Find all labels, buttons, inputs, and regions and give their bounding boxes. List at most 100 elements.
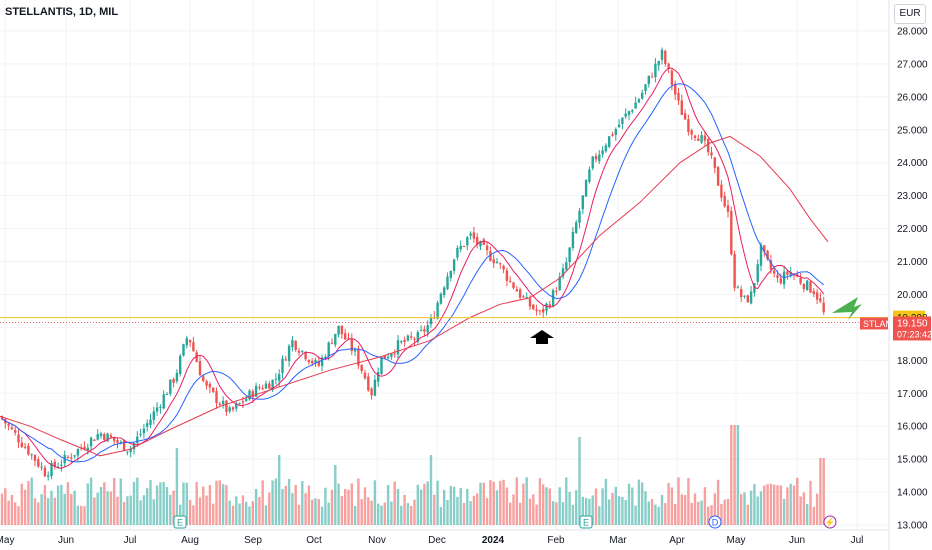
- candle-body: [268, 383, 271, 389]
- candle-body: [449, 270, 452, 278]
- candle-body: [723, 195, 726, 207]
- volume-bar: [337, 483, 340, 525]
- candle-body: [287, 345, 291, 362]
- candle-body: [155, 407, 159, 412]
- candle-body: [512, 282, 515, 289]
- candle-body: [185, 338, 188, 346]
- volume-bar: [287, 478, 291, 525]
- candle-body: [106, 433, 109, 442]
- candle-body: [23, 446, 27, 448]
- volume-bar: [231, 505, 235, 525]
- candle-body: [53, 461, 56, 467]
- candle-body: [756, 264, 759, 282]
- price-tick-label: 26.000: [897, 92, 928, 103]
- earnings-marker-icon[interactable]: [173, 515, 187, 529]
- volume-bar: [350, 483, 353, 525]
- candle-body: [561, 268, 565, 277]
- volume-bar: [792, 485, 796, 525]
- candle-body: [218, 403, 221, 405]
- candle-body: [383, 355, 386, 359]
- volume-bar: [327, 502, 330, 525]
- volume-bar: [7, 500, 10, 525]
- candle-body: [314, 359, 317, 363]
- candle-body: [624, 113, 627, 117]
- volume-bar: [522, 483, 525, 525]
- event-flash-icon[interactable]: [823, 515, 837, 529]
- candle-body: [103, 433, 106, 441]
- candle-body: [317, 360, 320, 366]
- candle-body: [261, 388, 264, 390]
- candle-body: [311, 360, 314, 364]
- candle-body: [337, 325, 340, 335]
- volume-bar: [99, 487, 103, 525]
- candle-body: [733, 253, 736, 288]
- earnings-marker-icon[interactable]: [579, 515, 593, 529]
- candle-body: [584, 179, 588, 197]
- candle-body: [215, 390, 218, 404]
- volume-bar: [162, 481, 165, 525]
- volume-bar: [568, 491, 571, 525]
- candle-body: [225, 400, 228, 412]
- volume-bar: [528, 498, 532, 525]
- volume-bar: [208, 485, 212, 525]
- time-tick-label: Jun: [58, 535, 74, 546]
- candle-body: [50, 462, 53, 477]
- candle-body: [518, 289, 522, 298]
- dividend-marker-icon[interactable]: [708, 515, 722, 529]
- volume-bar: [294, 484, 297, 525]
- volume-bar: [314, 498, 317, 525]
- candle-body: [360, 364, 363, 372]
- volume-bar: [773, 484, 776, 525]
- candle-body: [641, 92, 644, 99]
- volume-bar: [683, 494, 687, 525]
- volume-bar: [175, 448, 179, 525]
- volume-bar: [400, 505, 403, 525]
- candle-body: [726, 205, 730, 212]
- volume-bar: [749, 490, 753, 525]
- volume-bar: [578, 437, 581, 525]
- volume-bar: [139, 500, 142, 525]
- candle-body: [132, 443, 136, 450]
- volume-bar: [113, 477, 116, 525]
- candle-body: [208, 383, 212, 388]
- volume-bar: [149, 480, 152, 525]
- candle-body: [601, 150, 604, 155]
- volume-bar: [238, 503, 241, 525]
- candle-body: [284, 359, 287, 361]
- candle-body: [815, 292, 819, 300]
- candle-body: [353, 349, 357, 352]
- candle-body: [710, 152, 713, 156]
- candle-body: [139, 434, 142, 436]
- price-tick-label: 20.000: [897, 290, 928, 301]
- volume-bar: [235, 496, 238, 525]
- volume-bar: [815, 493, 819, 525]
- volume-bar: [799, 496, 802, 525]
- volume-bar: [53, 497, 56, 525]
- volume-bar: [459, 488, 462, 525]
- volume-bar: [30, 477, 33, 525]
- volume-bar: [746, 504, 749, 525]
- candle-body: [677, 92, 680, 101]
- volume-bar: [796, 477, 799, 525]
- time-tick-label: Nov: [368, 535, 386, 546]
- volume-bar: [225, 485, 228, 525]
- currency-button[interactable]: EUR: [894, 4, 926, 24]
- candle-body: [713, 157, 716, 168]
- ma-slow-line: [0, 135, 829, 457]
- candle-body: [654, 63, 657, 78]
- candle-body: [495, 261, 499, 264]
- volume-bar: [324, 487, 327, 525]
- candle-body: [357, 348, 360, 366]
- volume-bar: [393, 481, 396, 525]
- volume-bar: [363, 487, 367, 525]
- candle-body: [165, 393, 169, 395]
- volume-bar: [390, 501, 393, 525]
- volume-bar: [802, 492, 806, 525]
- candle-body: [198, 361, 202, 376]
- candle-body: [122, 440, 126, 451]
- candle-body: [627, 111, 631, 115]
- volume-bar: [271, 480, 274, 525]
- volume-bar: [228, 500, 231, 525]
- volume-bar: [261, 480, 264, 525]
